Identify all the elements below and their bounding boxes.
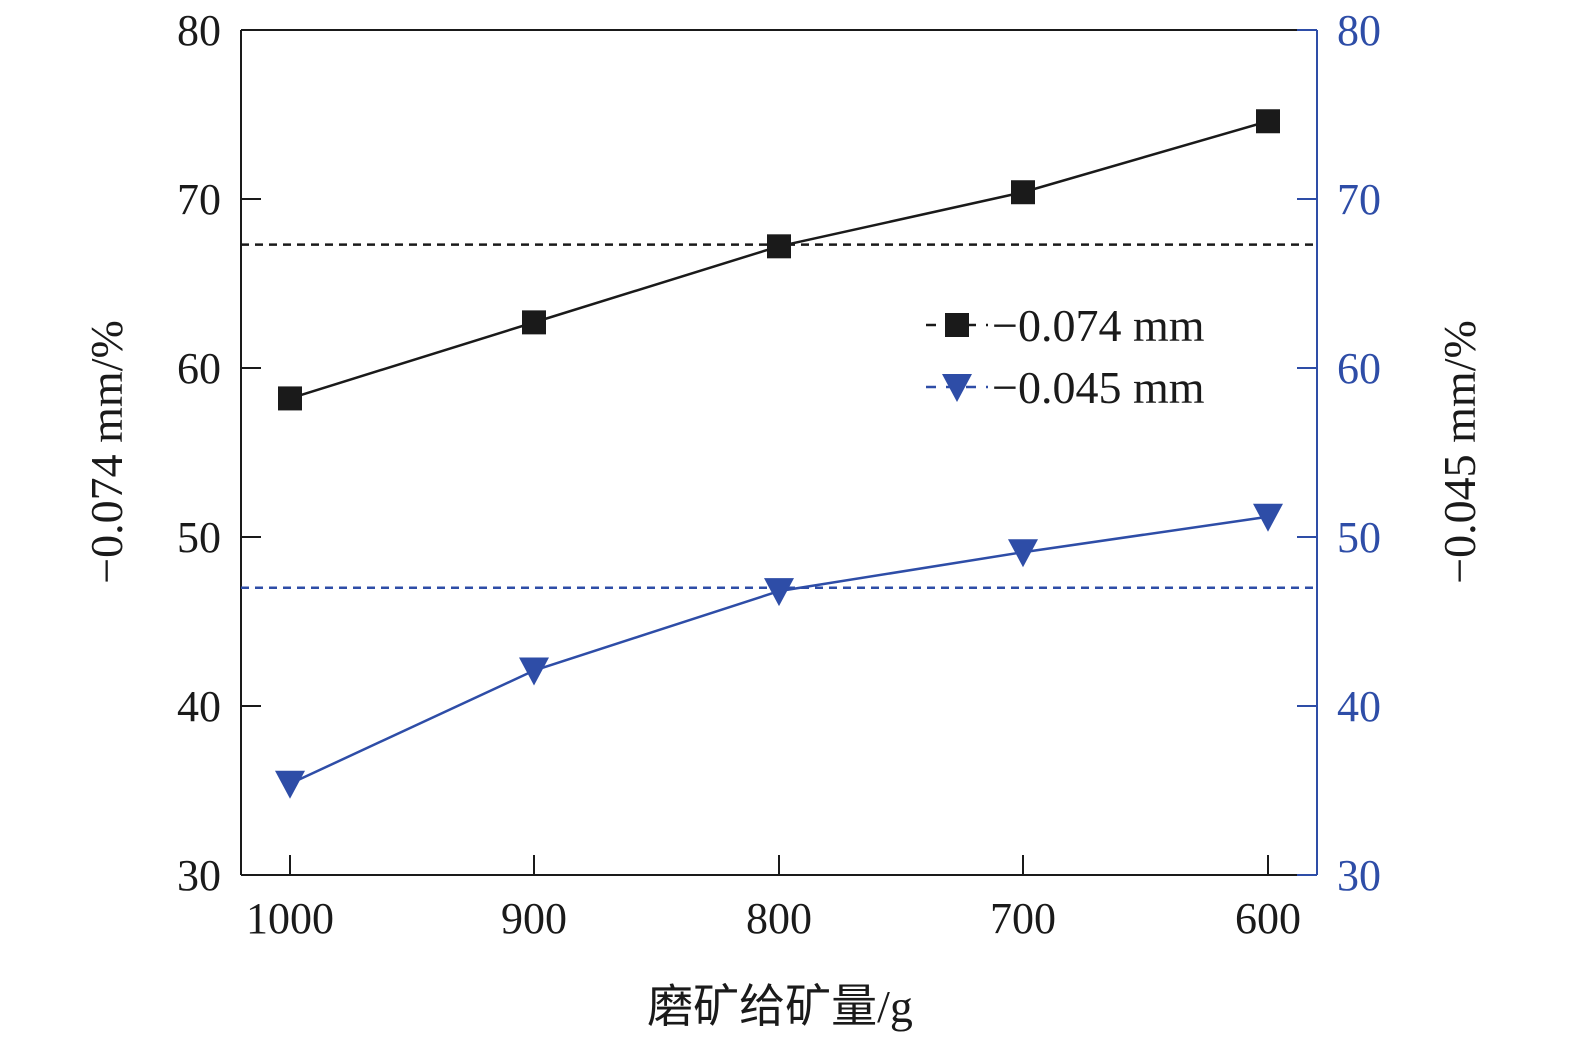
data-point-series-2	[275, 770, 305, 799]
legend: −0.074 mm −0.045 mm	[926, 300, 1205, 413]
x-tick-label: 900	[501, 894, 567, 943]
legend-marker-2	[942, 374, 972, 402]
left-y-tick-label: 50	[177, 513, 221, 562]
right-y-tick-label: 40	[1337, 682, 1381, 731]
data-point-series-2	[764, 578, 794, 607]
legend-marker-1	[945, 313, 969, 337]
legend-label-2: −0.045 mm	[992, 362, 1205, 413]
series-line-2	[289, 515, 1269, 785]
left-y-tick-label: 60	[177, 344, 221, 393]
data-point-series-2	[1008, 539, 1038, 568]
series-layer	[275, 109, 1283, 799]
axes-layer: 30 30 40 40 50 50 60 60 70 70 80 80 1000 900 800 700 600…	[81, 6, 1485, 1032]
left-y-tick-label: 40	[177, 682, 221, 731]
x-tick-label: 600	[1235, 894, 1301, 943]
x-axis-title: 磨矿给矿量/g	[647, 981, 913, 1032]
data-point-series-1	[1256, 109, 1280, 134]
plot-frame	[240, 29, 1318, 876]
left-y-tick-label: 80	[177, 6, 221, 55]
right-y-axis-title: −0.045 mm/%	[1434, 320, 1485, 584]
right-y-tick-label: 30	[1337, 851, 1381, 900]
right-y-tick-label: 50	[1337, 513, 1381, 562]
left-y-tick-label: 70	[177, 175, 221, 224]
data-point-series-1	[1011, 180, 1035, 205]
data-point-series-1	[767, 234, 791, 259]
right-y-tick-label: 70	[1337, 175, 1381, 224]
right-y-tick-label: 60	[1337, 344, 1381, 393]
left-y-axis-title: −0.074 mm/%	[81, 320, 132, 584]
data-point-series-2	[1253, 503, 1283, 532]
reference-lines	[241, 243, 1317, 589]
series-line-1	[289, 120, 1269, 400]
data-point-series-1	[522, 310, 546, 335]
x-tick-label: 700	[990, 894, 1056, 943]
data-point-series-1	[278, 386, 302, 411]
data-point-series-2	[519, 657, 549, 686]
x-tick-label: 800	[746, 894, 812, 943]
x-tick-label: 1000	[246, 894, 334, 943]
right-y-tick-label: 80	[1337, 6, 1381, 55]
left-y-tick-label: 30	[177, 851, 221, 900]
legend-label-1: −0.074 mm	[992, 300, 1205, 351]
